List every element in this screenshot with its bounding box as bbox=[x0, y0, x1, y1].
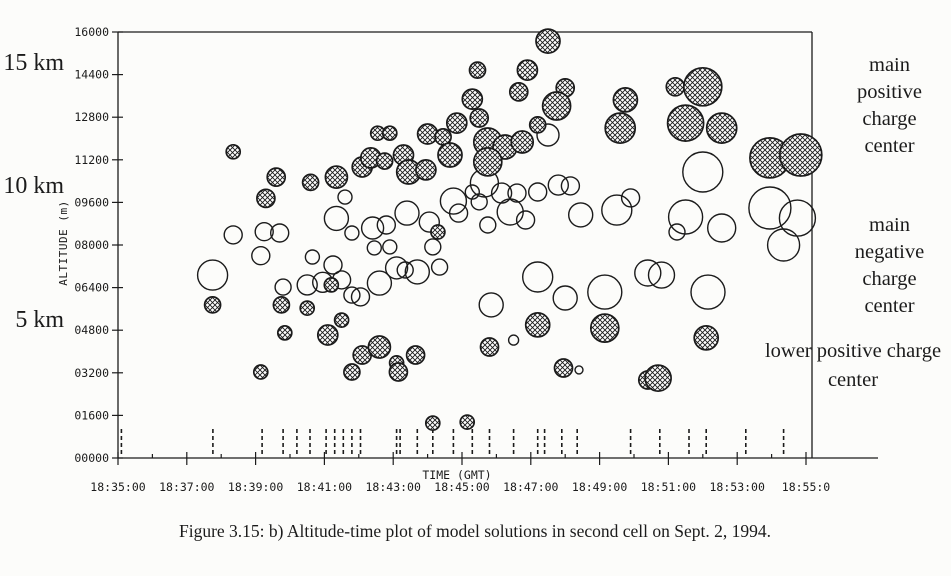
lightning-time-dashes bbox=[120, 429, 785, 457]
svg-text:08000: 08000 bbox=[74, 238, 109, 252]
figure-caption: Figure 3.15: b) Altitude-time plot of mo… bbox=[178, 521, 772, 541]
svg-text:18:43:00: 18:43:00 bbox=[366, 480, 421, 494]
svg-text:18:39:00: 18:39:00 bbox=[228, 480, 283, 494]
svg-text:18:55:0: 18:55:0 bbox=[782, 480, 831, 494]
svg-text:18:49:00: 18:49:00 bbox=[572, 480, 627, 494]
altitude-time-plot: 16000 14400 12800 11200 09600 08000 06400 04800… bbox=[74, 25, 878, 494]
annotation-main-positive-charge-center: main positive charge center bbox=[857, 54, 922, 157]
x-axis-title: TIME (GMT) bbox=[422, 468, 492, 482]
svg-text:18:41:00: 18:41:00 bbox=[297, 480, 352, 494]
svg-text:18:51:00: 18:51:00 bbox=[641, 480, 696, 494]
x-axis-tick-labels: 18:35:00 18:37:00 18:39:00 18:41:00 18:43:00… bbox=[90, 480, 830, 494]
svg-text:12800: 12800 bbox=[74, 110, 109, 124]
km-label-15: 15 km bbox=[3, 50, 64, 76]
svg-text:03200: 03200 bbox=[74, 366, 109, 380]
svg-text:11200: 11200 bbox=[74, 153, 109, 167]
positive-charge-points bbox=[203, 28, 823, 431]
svg-text:00000: 00000 bbox=[74, 451, 109, 465]
svg-text:18:53:00: 18:53:00 bbox=[710, 480, 765, 494]
svg-text:16000: 16000 bbox=[74, 25, 109, 39]
svg-text:04800: 04800 bbox=[74, 323, 109, 337]
x-axis-ticks bbox=[117, 452, 807, 465]
negative-charge-points bbox=[196, 123, 817, 375]
svg-text:18:47:00: 18:47:00 bbox=[503, 480, 558, 494]
svg-text:18:35:00: 18:35:00 bbox=[90, 480, 145, 494]
svg-text:06400: 06400 bbox=[74, 281, 109, 295]
y-axis-tick-labels: 16000 14400 12800 11200 09600 08000 06400 04800… bbox=[74, 25, 109, 465]
svg-text:18:37:00: 18:37:00 bbox=[159, 480, 214, 494]
svg-text:09600: 09600 bbox=[74, 195, 109, 209]
y-axis-title: ALTITUDE (m) bbox=[57, 200, 70, 286]
svg-text:14400: 14400 bbox=[74, 68, 109, 82]
annotation-main-negative-charge-center: main negative charge center bbox=[854, 214, 925, 317]
svg-text:01600: 01600 bbox=[74, 408, 109, 422]
km-label-10: 10 km bbox=[3, 173, 64, 199]
km-label-5: 5 km bbox=[15, 307, 64, 333]
svg-text:18:45:00: 18:45:00 bbox=[434, 480, 489, 494]
y-axis-ticks bbox=[112, 31, 123, 459]
annotation-lower-positive-charge-center: lower positive charge center bbox=[764, 340, 942, 391]
